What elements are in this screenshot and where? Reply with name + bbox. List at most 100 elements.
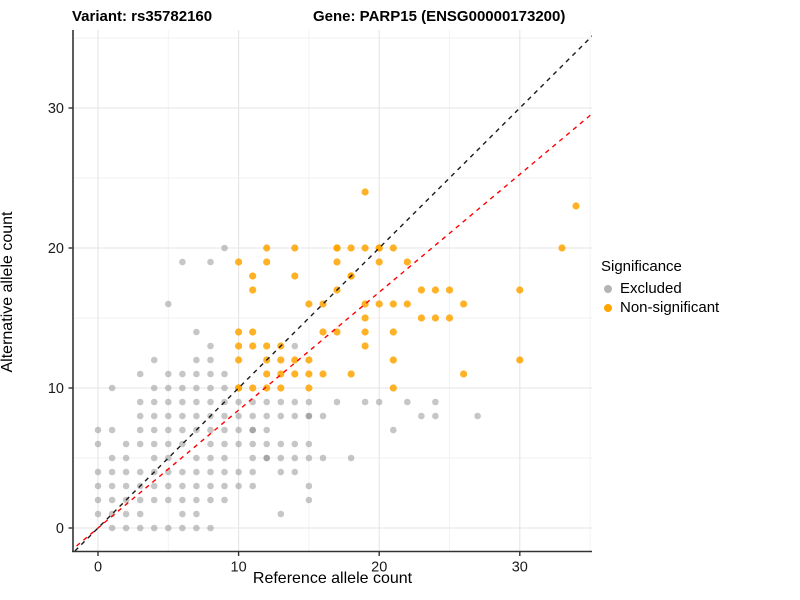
data-point: [165, 496, 172, 504]
data-point: [277, 398, 285, 406]
data-point: [136, 468, 144, 476]
data-point: [193, 468, 200, 476]
data-point: [179, 510, 186, 518]
legend-item-excluded: Excluded: [601, 279, 719, 298]
data-point: [235, 468, 242, 476]
data-point: [277, 384, 285, 392]
data-point: [94, 482, 102, 490]
data-point: [221, 384, 228, 392]
data-point: [431, 286, 439, 294]
data-point: [179, 524, 186, 532]
data-point: [150, 356, 158, 364]
data-point: [165, 370, 172, 378]
data-point: [445, 286, 454, 294]
data-point: [291, 468, 299, 476]
data-point: [389, 384, 397, 392]
data-point: [460, 300, 468, 308]
data-point: [558, 244, 566, 252]
data-point: [291, 370, 299, 378]
data-point: [249, 426, 256, 434]
data-point: [221, 454, 228, 462]
data-point: [291, 272, 299, 280]
data-point: [150, 440, 158, 448]
data-point: [193, 510, 200, 518]
data-point: [249, 454, 256, 462]
data-point: [361, 314, 369, 322]
data-point: [207, 496, 214, 504]
data-point: [403, 300, 411, 308]
data-point: [193, 482, 200, 490]
data-point: [404, 398, 411, 406]
data-point: [150, 524, 158, 532]
data-point: [263, 412, 271, 420]
x-tick-label: 30: [512, 560, 528, 576]
data-point: [179, 496, 186, 504]
data-point: [207, 454, 214, 462]
data-point: [277, 412, 285, 420]
data-point: [305, 412, 313, 420]
data-point: [263, 370, 271, 378]
data-point: [432, 412, 439, 420]
data-point: [136, 398, 144, 406]
data-point: [249, 342, 257, 350]
data-point: [361, 188, 369, 196]
data-point: [122, 510, 130, 518]
data-point: [193, 496, 200, 504]
series-excluded: [94, 244, 481, 532]
data-point: [136, 524, 144, 532]
data-point: [333, 244, 341, 252]
data-point: [165, 524, 172, 532]
data-point: [277, 356, 285, 364]
data-point: [361, 398, 369, 406]
data-point: [150, 482, 158, 490]
data-point: [136, 412, 144, 420]
legend: Significance Excluded Non-significant: [601, 258, 719, 317]
data-point: [263, 398, 271, 406]
data-point: [94, 468, 102, 476]
data-point: [418, 412, 425, 420]
data-point: [207, 440, 214, 448]
data-point: [221, 244, 228, 252]
data-point: [319, 370, 327, 378]
data-point: [235, 398, 242, 406]
reference-bias-fit-line: [73, 112, 592, 550]
data-point: [235, 258, 243, 266]
x-tick-label: 20: [371, 560, 387, 576]
data-point: [361, 244, 369, 252]
data-point: [417, 286, 425, 294]
data-point: [263, 440, 271, 448]
data-point: [389, 356, 397, 364]
data-point: [333, 398, 341, 406]
data-point: [108, 496, 116, 504]
data-point: [263, 342, 271, 350]
data-point: [221, 412, 228, 420]
data-point: [193, 398, 200, 406]
data-point: [291, 440, 299, 448]
y-tick-label: 10: [48, 381, 64, 397]
data-point: [150, 496, 158, 504]
data-point: [375, 300, 383, 308]
y-tick-label: 20: [48, 241, 64, 257]
data-point: [361, 328, 369, 336]
data-point: [165, 426, 172, 434]
data-point: [235, 412, 242, 420]
data-point: [108, 426, 116, 434]
data-point: [108, 468, 116, 476]
data-point: [516, 356, 524, 364]
data-point: [221, 440, 228, 448]
data-point: [193, 356, 200, 364]
data-point: [221, 468, 228, 476]
data-point: [263, 426, 271, 434]
data-point: [179, 482, 186, 490]
identity-line: [73, 35, 592, 552]
data-point: [193, 524, 200, 532]
data-point: [122, 482, 130, 490]
data-point: [333, 258, 341, 266]
data-point: [136, 370, 144, 378]
data-point: [193, 384, 200, 392]
data-point: [305, 300, 313, 308]
data-point: [319, 412, 327, 420]
data-point: [235, 440, 242, 448]
legend-item-non-significant: Non-significant: [601, 298, 719, 317]
